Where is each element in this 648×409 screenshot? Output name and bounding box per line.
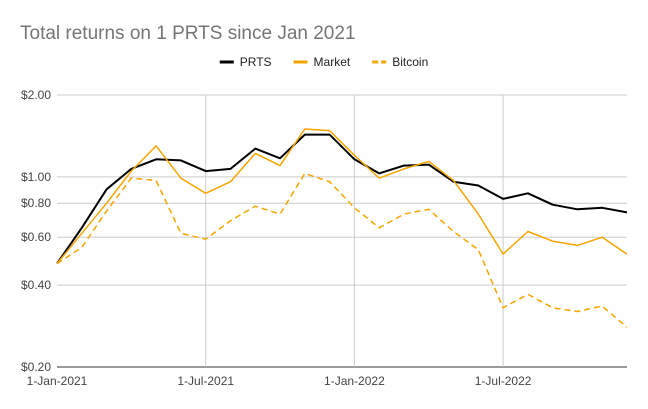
y-tick-label: $0.20 — [21, 360, 51, 374]
x-tick-label: 1-Jan-2021 — [27, 374, 88, 388]
y-tick-label: $0.60 — [21, 230, 51, 244]
series-line-bitcoin — [56, 172, 628, 328]
x-tick-label: 1-Jan-2022 — [324, 374, 385, 388]
axis-ticks: $2.00 $1.00 $0.80 $0.60 $0.40 $0.201-Jan-2021… — [21, 88, 532, 388]
series-line-prts — [56, 133, 628, 265]
y-tick-label: $2.00 — [21, 88, 51, 102]
legend-item-market: Market — [293, 55, 351, 69]
gridlines — [57, 94, 627, 368]
y-tick-label: $1.00 — [21, 170, 51, 184]
legend: PRTS Market Bitcoin — [219, 55, 428, 69]
x-tick-label: 1-Jul-2022 — [475, 374, 532, 388]
legend-label-prts: PRTS — [240, 55, 272, 69]
series-line-market — [56, 128, 628, 265]
series-lines — [56, 128, 628, 328]
y-tick-label: $0.80 — [21, 196, 51, 210]
legend-item-prts: PRTS — [219, 55, 272, 69]
y-tick-label: $0.40 — [21, 278, 51, 292]
legend-label-bitcoin: Bitcoin — [392, 55, 428, 69]
x-tick-label: 1-Jul-2021 — [177, 374, 234, 388]
chart-title: Total returns on 1 PRTS since Jan 2021 — [20, 23, 356, 44]
legend-label-market: Market — [314, 55, 351, 69]
legend-item-bitcoin: Bitcoin — [372, 55, 428, 69]
